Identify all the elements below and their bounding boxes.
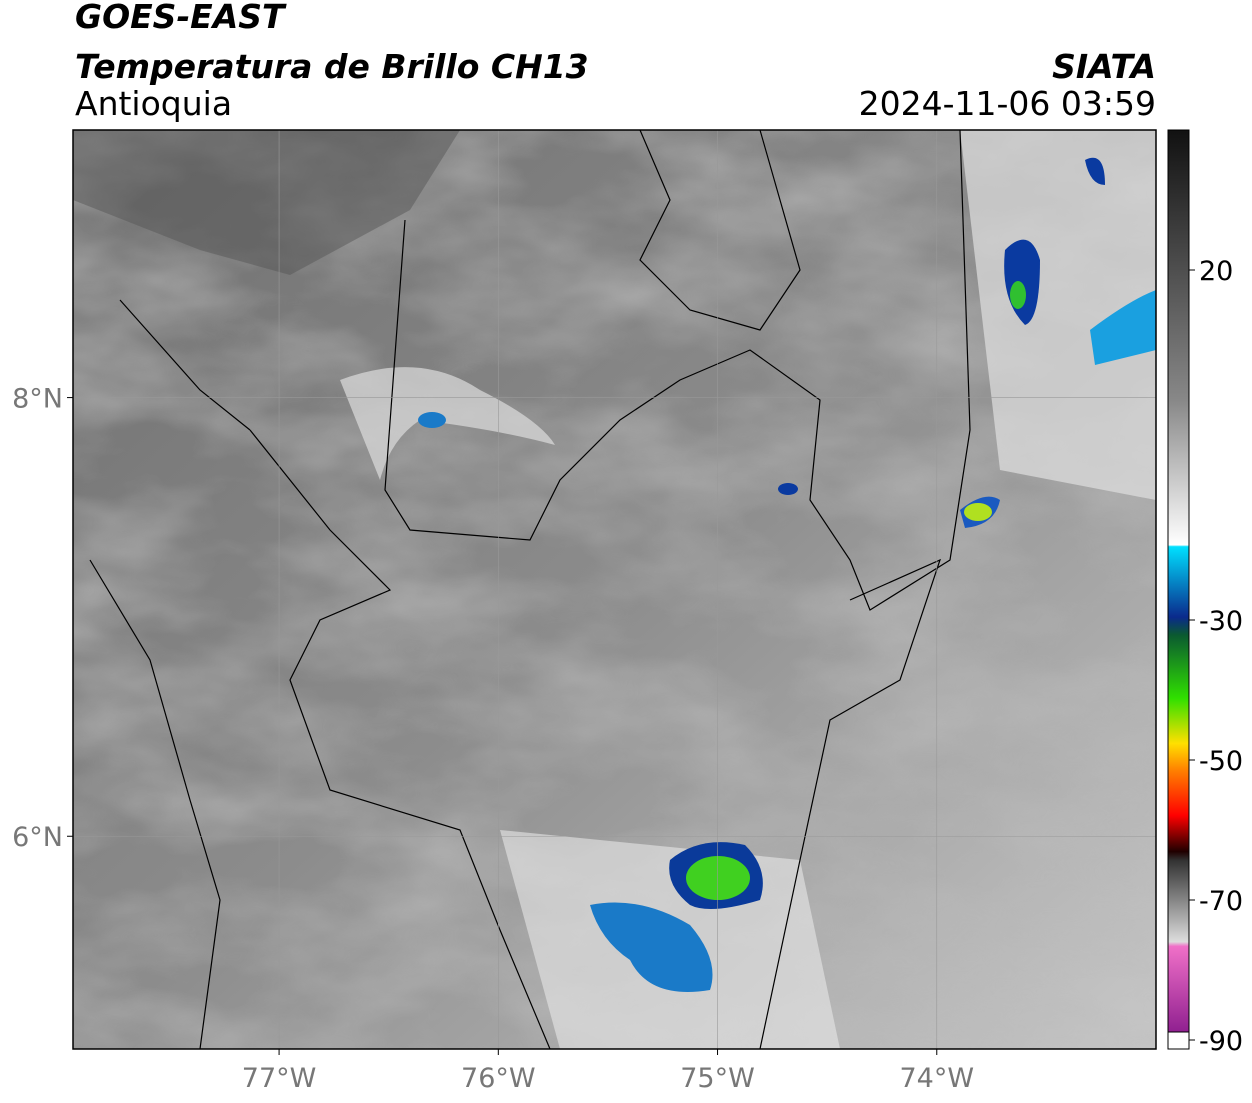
agency: SIATA (1052, 47, 1156, 86)
colorbar-tick-label: 20 (1199, 256, 1233, 287)
product: Temperatura de Brillo CH13 (75, 47, 589, 86)
y-tick-label: 8°N (12, 384, 63, 415)
x-tick-label: 76°W (461, 1063, 536, 1094)
x-tick-label: 77°W (242, 1063, 317, 1094)
colorbar-tick-label: -70 (1199, 886, 1243, 917)
x-tick-label: 74°W (899, 1063, 974, 1094)
colorbar (1167, 129, 1190, 1033)
source: GOES-EAST (75, 0, 287, 36)
colorbar-tick-label: -30 (1199, 606, 1243, 637)
region: Antioquia (75, 84, 232, 123)
map-image (73, 130, 1156, 1049)
grid (73, 130, 1156, 1049)
colorbar-extension (1167, 1031, 1190, 1050)
datetime: 2024-11-06 03:59 (859, 84, 1156, 123)
colorbar-tick-label: -50 (1199, 746, 1243, 777)
map-frame (72, 129, 1157, 1050)
x-tick-label: 75°W (680, 1063, 755, 1094)
colorbar-tick-label: -90 (1199, 1026, 1243, 1057)
y-tick-label: 6°N (12, 822, 63, 853)
